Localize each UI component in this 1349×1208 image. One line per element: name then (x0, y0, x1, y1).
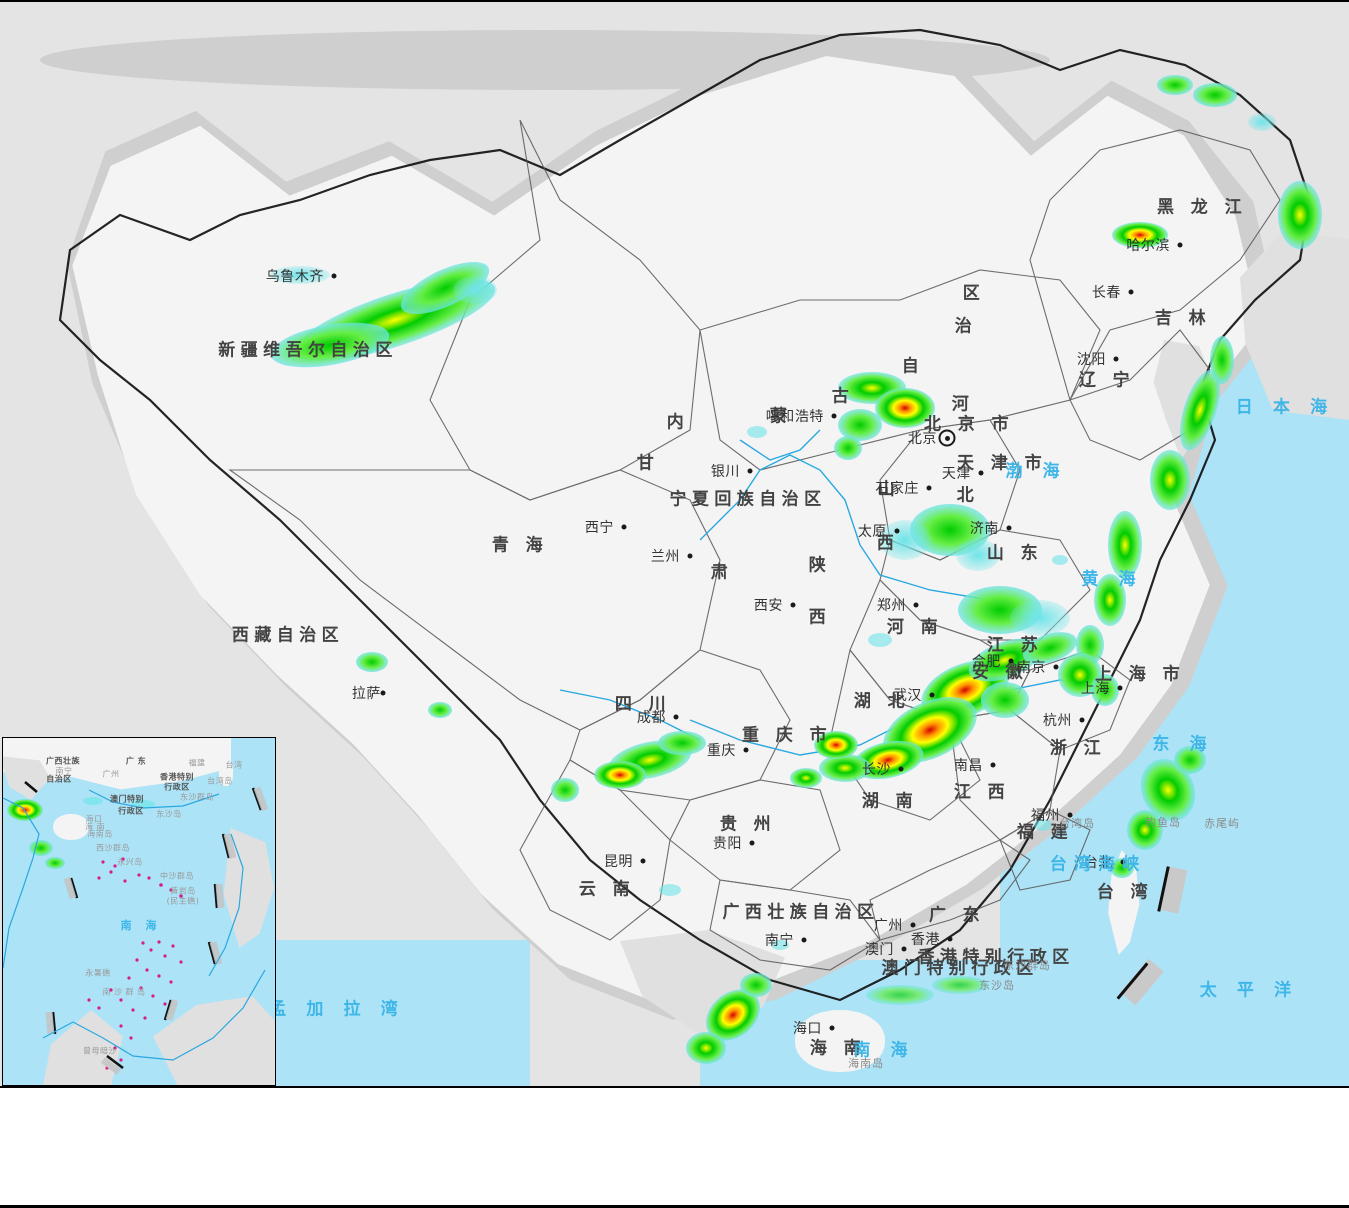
inset-nine-dash-line (24, 781, 269, 1075)
echo-heilongjiang (1112, 75, 1322, 249)
echo-xinjiang (270, 261, 497, 368)
city-marker-23 (1067, 812, 1073, 818)
city-marker-16 (1008, 658, 1014, 664)
inset-hainan (53, 814, 89, 840)
echo-hunan (790, 731, 858, 788)
legend-panel: 全国雷达拼图 [2025-09-01 06:24:00] [ 组合反射率 ] d… (0, 1088, 1349, 1208)
south-china-sea-inset-map[interactable]: 广西壮族 自治区 南宁广 东广州 福建 台湾 台湾岛 香港特别 行政区 澳门特别 行政区 东沙群岛东… (2, 737, 276, 1086)
city-marker-11 (913, 602, 919, 608)
echo-yellow-sea (1076, 450, 1190, 665)
city-marker-0 (331, 273, 337, 279)
city-marker-2 (621, 524, 627, 530)
inset-taiwan (219, 760, 233, 786)
echo-yangtze-mcs (819, 632, 1119, 782)
city-marker-1 (380, 690, 386, 696)
city-marker-30 (947, 936, 953, 942)
city-marker-10 (1006, 525, 1012, 531)
radar-echo-layer (270, 75, 1322, 1064)
city-marker-12 (790, 602, 796, 608)
inset-coastlines (3, 789, 266, 1061)
ocean-bengal (250, 940, 530, 1086)
city-marker-6 (938, 429, 956, 447)
echo-inner-mongolia (834, 372, 935, 460)
echo-shandong (879, 504, 1070, 636)
city-marker-26 (749, 840, 755, 846)
city-marker-8 (926, 485, 932, 491)
city-marker-9 (894, 528, 900, 534)
echo-speckle (659, 426, 1068, 950)
city-marker-29 (910, 922, 916, 928)
city-marker-21 (990, 762, 996, 768)
echo-hainan (686, 973, 988, 1064)
city-marker-31 (901, 946, 907, 952)
city-marker-22 (898, 766, 904, 772)
map-panel[interactable]: 新疆维吾尔自治区 西藏自治区青 海甘肃内蒙古自治区黑 龙 江吉 林辽 宁河北山西陕… (0, 0, 1349, 1088)
city-marker-24 (673, 714, 679, 720)
city-marker-28 (801, 937, 807, 943)
city-marker-32 (829, 1025, 835, 1031)
echo-tibet (356, 652, 452, 718)
city-marker-14 (1128, 289, 1134, 295)
city-marker-3 (687, 553, 693, 559)
city-marker-19 (1079, 717, 1085, 723)
hainan-island (795, 1010, 885, 1072)
city-marker-15 (1177, 242, 1183, 248)
city-marker-5 (831, 413, 837, 419)
echo-sichuan (551, 731, 706, 802)
inset-reefs (87, 857, 183, 1070)
city-marker-4 (747, 468, 753, 474)
city-marker-13 (1113, 356, 1119, 362)
city-marker-18 (1117, 685, 1123, 691)
city-marker-17 (1053, 664, 1059, 670)
city-marker-7 (978, 470, 984, 476)
echo-east-china-sea (1110, 746, 1206, 878)
echo-northeast-korea (1179, 336, 1234, 451)
city-marker-20 (929, 692, 935, 698)
city-marker-33 (1120, 859, 1126, 865)
city-marker-27 (640, 858, 646, 864)
city-marker-25 (743, 747, 749, 753)
